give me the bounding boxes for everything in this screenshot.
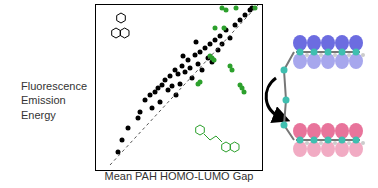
svg-text:FluorescenceEmissionEnergy: FluorescenceEmissionEnergy	[21, 80, 87, 121]
svg-text:Mean PAH HOMO-LUMO Gap: Mean PAH HOMO-LUMO Gap	[105, 170, 254, 182]
